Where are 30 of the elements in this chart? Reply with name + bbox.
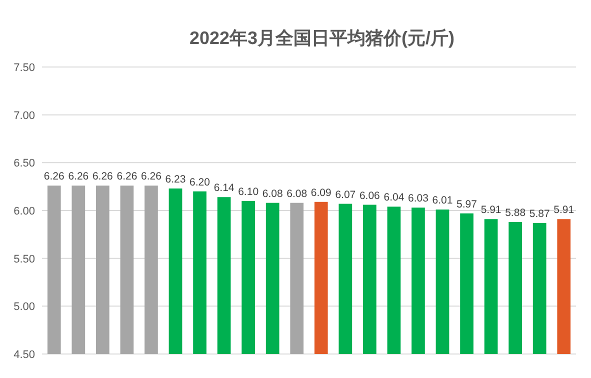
data-label: 6.07 <box>335 188 356 201</box>
data-label: 6.26 <box>44 170 65 183</box>
data-label: 6.14 <box>214 182 234 194</box>
y-tick-label: 7.50 <box>14 62 35 74</box>
data-label: 6.08 <box>262 188 283 200</box>
data-label: 6.04 <box>384 192 404 204</box>
data-label: 6.20 <box>190 176 210 188</box>
data-label: 5.91 <box>554 204 574 216</box>
y-tick-label: 6.50 <box>14 158 35 170</box>
data-label: 5.91 <box>480 204 502 216</box>
data-label: 6.26 <box>92 170 114 183</box>
data-label: 5.97 <box>456 198 478 210</box>
data-label: 6.23 <box>165 173 186 186</box>
data-label: 6.10 <box>238 186 259 198</box>
y-tick-label: 5.50 <box>14 253 35 266</box>
y-tick-label: 5.00 <box>14 301 35 314</box>
data-label: 5.88 <box>505 206 526 219</box>
y-tick-label: 6.00 <box>14 206 35 218</box>
data-label: 6.08 <box>286 188 308 200</box>
data-label: 6.09 <box>310 186 332 199</box>
y-tick-label: 4.50 <box>14 349 35 361</box>
data-label: 6.26 <box>68 170 89 183</box>
data-label: 5.87 <box>529 208 550 220</box>
y-tick-label: 7.00 <box>14 110 35 122</box>
data-label: 6.06 <box>359 190 380 202</box>
data-label: 6.01 <box>432 194 453 207</box>
chart-title: 2022年3月全国日平均猪价(元/斤) <box>189 28 455 48</box>
data-label: 6.26 <box>141 170 162 183</box>
data-label: 6.26 <box>116 170 138 183</box>
data-label: 6.03 <box>408 192 429 205</box>
